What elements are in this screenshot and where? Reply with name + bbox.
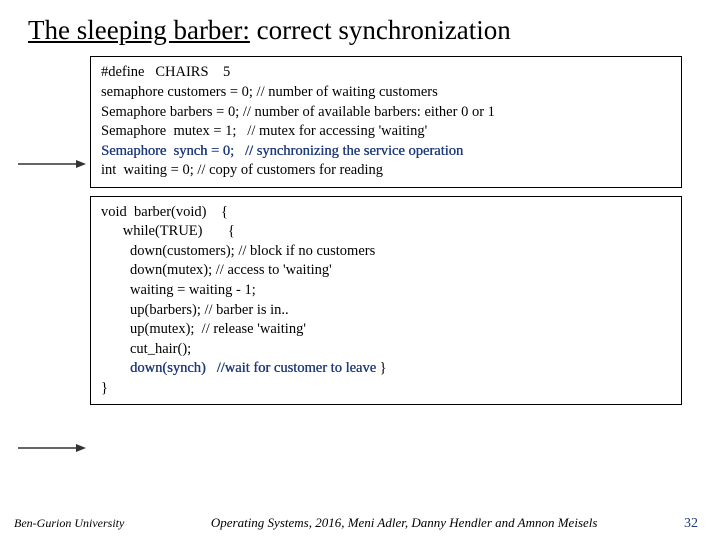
arrow-icon [18, 441, 86, 455]
footer: Ben-Gurion University Operating Systems,… [0, 515, 720, 532]
code-box-barber: void barber(void) { while(TRUE) { down(c… [90, 196, 682, 406]
code-line: up(mutex); // release 'waiting' [101, 320, 671, 340]
slide-title: The sleeping barber: correct synchroniza… [28, 14, 692, 46]
title-rest: correct synchronization [250, 15, 511, 45]
code-line: waiting = waiting - 1; [101, 281, 671, 301]
code-line: down(mutex); // access to 'waiting' [101, 261, 671, 281]
code-line: void barber(void) { [101, 203, 671, 223]
code-line: while(TRUE) { [101, 222, 671, 242]
code-line: int waiting = 0; // copy of customers fo… [101, 161, 671, 181]
slide-number: 32 [684, 516, 698, 532]
slide: The sleeping barber: correct synchroniza… [0, 0, 720, 540]
arrow-icon [18, 157, 86, 171]
code-line: semaphore customers = 0; // number of wa… [101, 83, 671, 103]
footer-center: Operating Systems, 2016, Meni Adler, Dan… [124, 515, 684, 531]
footer-left: Ben-Gurion University [14, 516, 124, 531]
code-box-defines: #define CHAIRS 5semaphore customers = 0;… [90, 56, 682, 187]
code-line: } [101, 379, 671, 399]
title-underlined: The sleeping barber: [28, 15, 250, 45]
code-line: cut_hair(); [101, 340, 671, 360]
code-line: down(customers); // block if no customer… [101, 242, 671, 262]
code-line: Semaphore mutex = 1; // mutex for access… [101, 122, 671, 142]
code-line: up(barbers); // barber is in.. [101, 301, 671, 321]
code-line: down(synch) //wait for customer to leave… [101, 359, 671, 379]
code-line: Semaphore synch = 0; // synchronizing th… [101, 142, 671, 162]
code-line: Semaphore barbers = 0; // number of avai… [101, 103, 671, 123]
code-line: #define CHAIRS 5 [101, 63, 671, 83]
